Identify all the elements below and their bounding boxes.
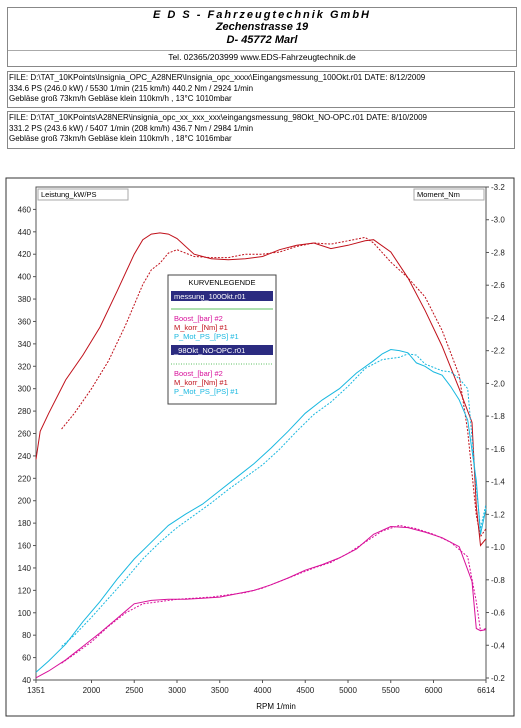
y2-tick-label: -2.0 <box>491 379 505 388</box>
right-axis-label: Moment_Nm <box>417 190 460 199</box>
y2-tick-label: -2.2 <box>491 347 505 356</box>
dyno-chart: 40 60 80 100 120 140 160 180 200 220 240 260 280 300 3… <box>5 177 515 717</box>
y-tick-label: 240 <box>18 452 32 461</box>
y2-tick-label: -3.0 <box>491 216 505 225</box>
x-tick-label: 6000 <box>425 686 443 695</box>
right-axis-label-box <box>413 188 485 201</box>
y2-tick-label: -1.8 <box>491 412 505 421</box>
y-tick-label: 400 <box>18 273 32 282</box>
y-tick-label: 380 <box>18 295 32 304</box>
x-tick-label: 3500 <box>211 686 229 695</box>
legend-title: KURVENLEGENDE <box>189 278 256 287</box>
y-tick-label: 80 <box>22 631 31 640</box>
report-header: E D S - Fahrzeugtechnik GmbH Zechenstras… <box>7 7 517 67</box>
file-peak-values-1: 334.6 PS (246.0 kW) / 5530 1/min (215 km… <box>9 83 254 93</box>
legend-file2-item: Boost_[bar] #2 <box>174 369 223 378</box>
y-tick-label: 100 <box>18 609 32 618</box>
x-tick-label: 2500 <box>125 686 143 695</box>
y2-tick-label: -0.6 <box>491 609 505 618</box>
y-tick-label: 180 <box>18 519 32 528</box>
legend-file2-item: M_korr_[Nm] #1 <box>174 378 228 387</box>
y2-tick-label: -1.6 <box>491 445 505 454</box>
series-line-m-korr-nm-1-file1 <box>35 232 487 547</box>
y-tick-label: 340 <box>18 340 32 349</box>
y2-tick-label: -1.2 <box>491 510 505 519</box>
file-conditions-1: Gebläse groß 73km/h Gebläse klein 110km/… <box>9 94 232 103</box>
legend-file2-name: _98Okt_NO-OPC.r01 <box>173 346 245 355</box>
y-tick-label: 320 <box>18 362 32 371</box>
y2-tick-label: -2.8 <box>491 248 505 257</box>
legend-file1-item: Boost_[bar] #2 <box>174 314 223 323</box>
company-city: D- 45772 Marl <box>226 34 298 46</box>
x-tick-label: 6614 <box>477 686 495 695</box>
series-line-p-mot-ps-ps-1-file2 <box>61 353 487 647</box>
left-axis-label-box <box>37 188 129 201</box>
chart-frame <box>5 177 515 717</box>
y-tick-label: 360 <box>18 317 32 326</box>
x-tick-label: 2000 <box>83 686 101 695</box>
y2-tick-label: -0.8 <box>491 576 505 585</box>
y-tick-label: 200 <box>18 497 32 506</box>
x-tick-label: 4000 <box>254 686 272 695</box>
y-tick-label: 220 <box>18 474 32 483</box>
legend-file1-item: P_Mot_PS_[PS] #1 <box>174 332 239 341</box>
x-tick-label: 4500 <box>296 686 314 695</box>
x-tick-label: 5500 <box>382 686 400 695</box>
y2-tick-label: -1.4 <box>491 478 505 487</box>
company-contact: Tel. 02365/203999 www.EDS-Fahrzeugtechni… <box>8 50 516 62</box>
series-line-boost-bar-2-file2 <box>61 524 487 664</box>
x-tick-label: 3000 <box>168 686 186 695</box>
y-tick-label: 440 <box>18 228 32 237</box>
x-tick-label: 1351 <box>27 686 45 695</box>
file-info-1: FILE: D:\TAT_10KPoints\Insignia_OPC_A28N… <box>7 71 515 108</box>
file-info-2: FILE: D:\TAT_10KPoints\A28NER\insignia_o… <box>7 111 515 149</box>
file-conditions-2: Gebläse groß 73km/h Gebläse klein 110km/… <box>9 134 232 143</box>
y-tick-label: 420 <box>18 250 32 259</box>
y-tick-label: 140 <box>18 564 32 573</box>
legend-file1-name: messung_100Okt.r01 <box>174 292 246 301</box>
y-tick-label: 280 <box>18 407 32 416</box>
company-name: E D S - Fahrzeugtechnik GmbH <box>153 9 371 21</box>
y-tick-label: 460 <box>18 205 32 214</box>
legend-file2-item: P_Mot_PS_[PS] #1 <box>174 387 239 396</box>
series-line-p-mot-ps-ps-1-file1 <box>35 348 487 673</box>
company-street: Zechenstrasse 19 <box>215 21 309 33</box>
y-tick-label: 120 <box>18 586 32 595</box>
x-tick-label: 5000 <box>339 686 357 695</box>
y2-tick-label: -3.2 <box>491 183 505 192</box>
file-path-2: FILE: D:\TAT_10KPoints\A28NER\insignia_o… <box>9 113 427 122</box>
y-tick-label: 40 <box>22 676 31 685</box>
left-axis-label: Leistung_kW/PS <box>41 190 96 199</box>
y-tick-label: 160 <box>18 542 32 551</box>
y2-tick-label: -0.2 <box>491 674 505 683</box>
file-peak-values-2: 331.2 PS (243.6 kW) / 5407 1/min (208 km… <box>9 123 254 133</box>
legend-file2-highlight <box>171 345 273 355</box>
y2-tick-label: -2.6 <box>491 281 505 290</box>
file-path-1: FILE: D:\TAT_10KPoints\Insignia_OPC_A28N… <box>9 73 426 82</box>
y-tick-label: 60 <box>22 654 31 663</box>
legend-file1-highlight <box>171 291 273 301</box>
y2-tick-label: -1.0 <box>491 543 505 552</box>
x-axis-label: RPM 1/min <box>256 702 296 711</box>
y2-tick-label: -0.4 <box>491 641 505 650</box>
y2-tick-label: -2.4 <box>491 314 505 323</box>
y-tick-label: 300 <box>18 385 32 394</box>
y-tick-label: 260 <box>18 430 32 439</box>
legend-file1-item: M_korr_[Nm] #1 <box>174 323 228 332</box>
chart-legend: KURVENLEGENDE messung_100Okt.r01 Boost_[ba… <box>167 274 277 405</box>
